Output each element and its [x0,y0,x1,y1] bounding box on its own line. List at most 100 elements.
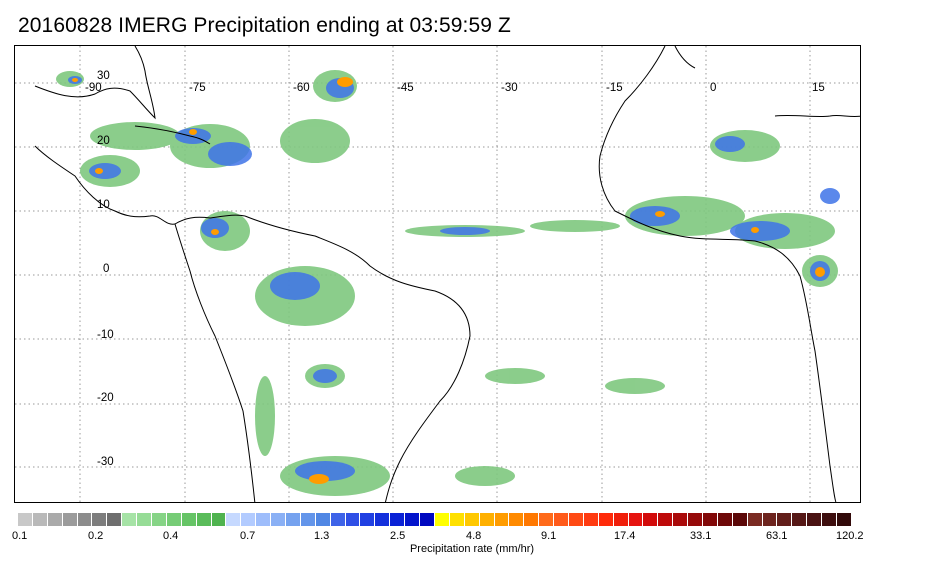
colorbar-swatch [732,513,748,526]
colorbar-tick-9-1: 9.1 [541,530,557,542]
colorbar-swatch [226,513,242,526]
colorbar-swatch [479,513,495,526]
cuba-coast [134,125,211,145]
coastlines [34,46,860,502]
colorbar-swatch [777,513,793,526]
colorbar-swatch [152,513,167,526]
colorbar-swatch [137,513,153,526]
colorbar-tick-0-7: 0.7 [240,530,256,542]
lat-label-30s: -30 [97,456,114,468]
colorbar-swatch [568,513,584,526]
colorbar-swatch [390,513,406,526]
north-america-coast [34,46,156,120]
colorbar-swatch [241,513,257,526]
colorbar-swatch [62,513,78,526]
colorbar-swatch [613,513,629,526]
colorbar-swatch [464,513,480,526]
graticule [15,46,860,502]
colorbar-swatch [375,513,391,526]
lon-label-0: 0 [710,82,717,94]
colorbar-swatch [747,513,763,526]
colorbar-swatch [792,513,808,526]
colorbar-swatch [92,513,108,526]
colorbar-swatch [166,513,182,526]
colorbar-swatch [77,513,93,526]
south-america-coast [244,215,471,502]
colorbar-tick-4-8: 4.8 [466,530,482,542]
precipitation-map: -90 -75 -60 -45 -30 -15 0 15 30 20 10 0 … [14,45,861,503]
lon-label-15w: -15 [606,82,623,94]
colorbar-swatch [822,513,837,526]
africa-med-coast [774,114,860,118]
iberia-coast [674,46,696,69]
colorbar-tick-0-4: 0.4 [163,530,179,542]
colorbar-swatch [658,513,674,526]
colorbar-swatch [539,513,555,526]
lat-label-20n: 20 [97,135,110,147]
colorbar-swatch [688,513,703,526]
colorbar-tick-17-4: 17.4 [614,530,636,542]
precipitation-colorbar [18,513,851,526]
colorbar-swatch [807,513,823,526]
colorbar-swatch [286,513,301,526]
colorbar-swatch [717,513,733,526]
colorbar-tick-0-2: 0.2 [88,530,104,542]
lon-label-90w: -90 [85,82,102,94]
colorbar-swatch [107,513,123,526]
colorbar-tick-33-1: 33.1 [690,530,712,542]
colorbar-swatch [673,513,689,526]
colorbar-tick-2-5: 2.5 [390,530,406,542]
colorbar-swatch [762,513,778,526]
colorbar-swatch [196,513,212,526]
lat-label-10n: 10 [97,199,110,211]
lon-label-15e: 15 [812,82,825,94]
colorbar-tick-0-1: 0.1 [12,530,28,542]
lon-label-30w: -30 [501,82,518,94]
colorbar-swatch [18,513,33,526]
colorbar-swatch [628,513,644,526]
colorbar-title: Precipitation rate (mm/hr) [409,543,535,555]
colorbar-swatch [420,513,435,526]
precip-heavy [72,77,825,484]
colorbar-swatch [360,513,376,526]
lat-label-30n: 30 [97,70,110,82]
south-america-west-coast [174,223,256,502]
colorbar-swatch [47,513,63,526]
colorbar-tick-63-1: 63.1 [766,530,788,542]
africa-west-coast [598,46,837,502]
colorbar-swatch [836,513,851,526]
colorbar-swatch [524,513,540,526]
colorbar-swatch [434,513,450,526]
precip-moderate [68,76,840,481]
colorbar-swatch [598,513,614,526]
colorbar-tick-1-3: 1.3 [314,530,330,542]
colorbar-swatch [643,513,659,526]
lat-label-20s: -20 [97,392,114,404]
map-title: 20160828 IMERG Precipitation ending at 0… [18,14,511,37]
colorbar-swatch [494,513,510,526]
colorbar-swatch [449,513,465,526]
lon-label-45w: -45 [397,82,414,94]
colorbar-swatch [300,513,316,526]
colorbar-swatch [271,513,287,526]
colorbar-swatch [330,513,346,526]
lat-label-10s: -10 [97,329,114,341]
colorbar-swatch [554,513,569,526]
lon-label-75w: -75 [189,82,206,94]
colorbar-swatch [509,513,525,526]
colorbar-swatch [702,513,718,526]
gulf-mexico-coast [34,145,246,225]
colorbar-swatch [583,513,599,526]
colorbar-swatch [181,513,197,526]
colorbar-tick-120-2: 120.2 [836,530,864,542]
lat-label-0: 0 [103,263,110,275]
map-canvas [15,46,860,502]
lon-label-60w: -60 [293,82,310,94]
colorbar-swatch [315,513,331,526]
colorbar-swatch [211,513,227,526]
colorbar-swatch [32,513,48,526]
colorbar-swatch [345,513,361,526]
precip-light [56,70,838,496]
colorbar-swatch [122,513,138,526]
colorbar-swatch [405,513,421,526]
